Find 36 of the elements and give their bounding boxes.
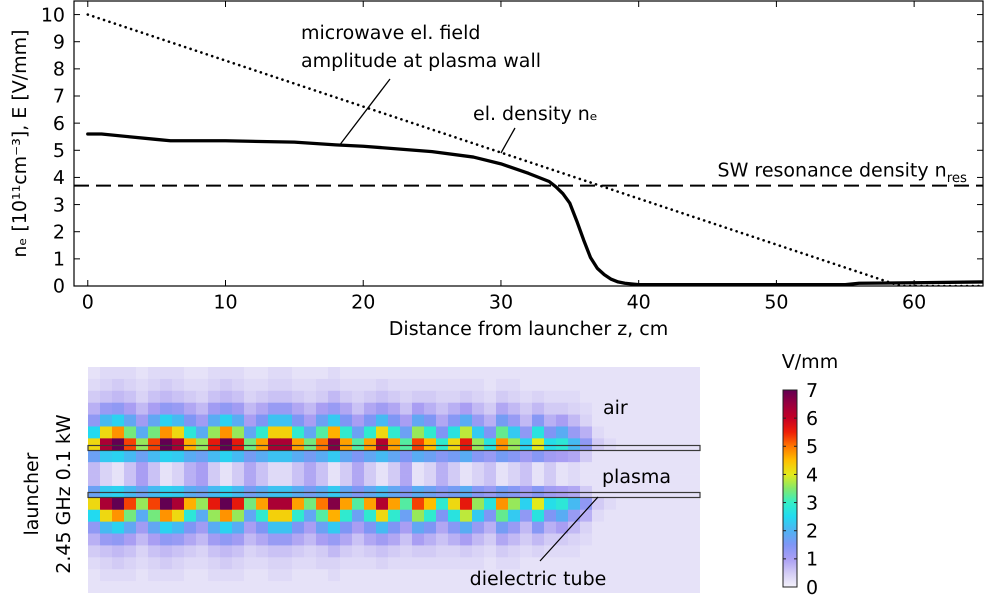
y-tick-label: 2 <box>52 221 65 244</box>
x-tick-label: 10 <box>213 291 238 314</box>
annotation: el. density nₑ <box>473 103 598 125</box>
y-tick-label: 5 <box>52 140 65 162</box>
color-bar-label: 3 <box>806 492 818 514</box>
y-tick-label: 6 <box>52 112 65 135</box>
color-bar-label: 6 <box>806 408 818 430</box>
y-tick-label: 8 <box>52 58 65 81</box>
x-tick-label: 0 <box>82 291 94 314</box>
color-bar-label: 0 <box>806 576 818 598</box>
color-bar-title: V/mm <box>782 351 838 373</box>
x-tick-label: 40 <box>626 291 651 314</box>
color-bar-label: 2 <box>806 520 818 543</box>
annotation: microwave el. field amplitude at plasma wall <box>301 22 541 72</box>
x-axis-title: Distance from launcher z, cm <box>388 318 668 340</box>
annotation: air <box>603 397 628 419</box>
color-bar-label: 7 <box>806 380 818 402</box>
color-bar-label: 4 <box>806 464 818 486</box>
y-tick-label: 10 <box>40 4 65 26</box>
color-bar-label: 5 <box>806 436 818 458</box>
x-tick-label: 50 <box>764 291 789 314</box>
y-tick-label: 0 <box>52 276 65 298</box>
x-tick-label: 60 <box>902 291 926 314</box>
ref-line-label: SW resonance density n$_{res}$ <box>718 160 968 186</box>
y-axis-title: nₑ [10¹¹cm⁻³], E [V/mm] <box>9 29 31 258</box>
x-tick-label: 20 <box>351 291 376 314</box>
text: launcher 2.45 GHz 0.1 kW <box>21 414 75 574</box>
annotation: plasma <box>602 466 672 488</box>
y-tick-label: 1 <box>52 248 65 271</box>
annotation: dielectric tube <box>470 568 606 590</box>
y-tick-label: 4 <box>52 167 65 190</box>
x-tick-label: 30 <box>488 291 514 314</box>
y-tick-label: 3 <box>52 194 65 216</box>
color-bar-label: 1 <box>806 548 818 571</box>
y-tick-label: 9 <box>52 31 65 54</box>
y-tick-label: 7 <box>52 86 65 108</box>
